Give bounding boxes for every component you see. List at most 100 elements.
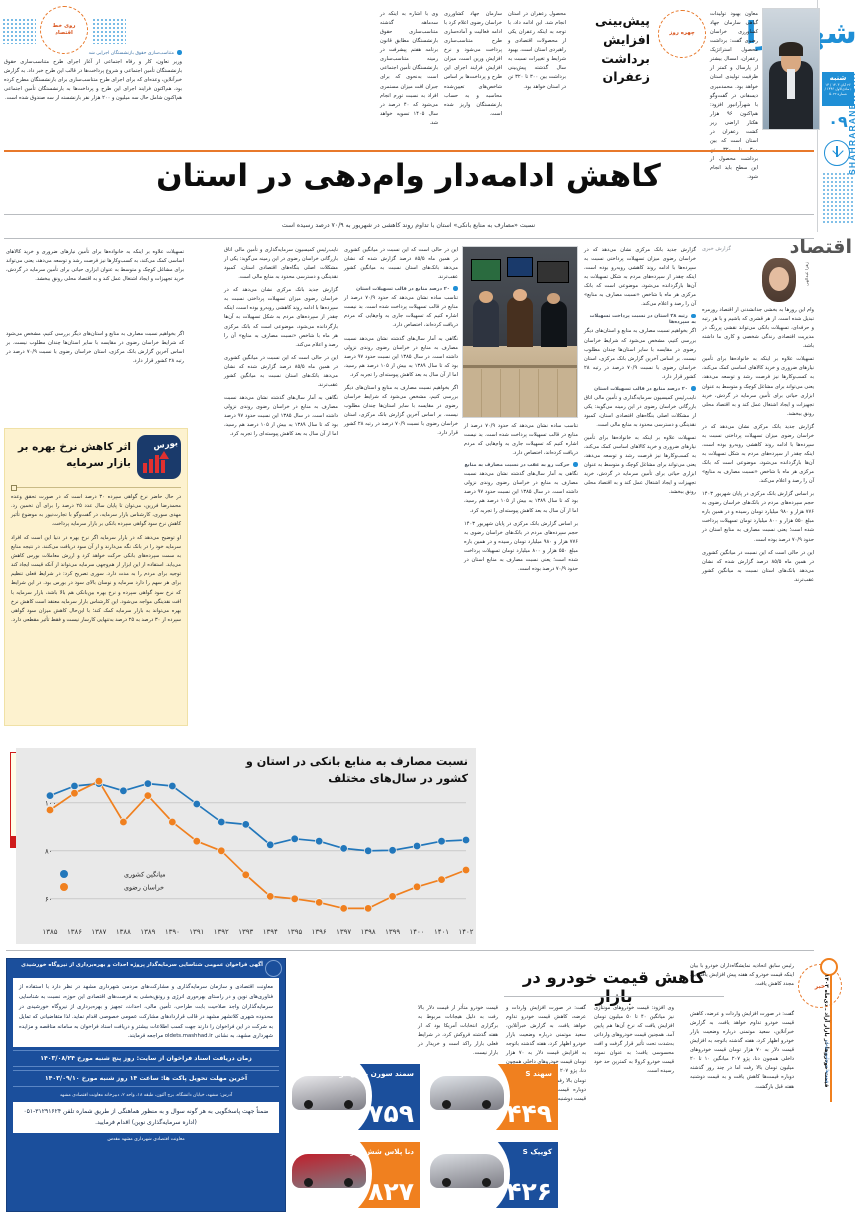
car-side-label: قیمت خودروها در بازار آزاد ـ دی‌ماه ۱۴۰۳… [818,956,842,1106]
date-box: شنبه ۲۶ آبان ۱۴۰۳ / ۱۴ جمادی‌الاول ۱۴۴۶ … [822,72,854,106]
svg-text:۱۳۹۴: ۱۳۹۴ [263,928,278,936]
col5-para-a: نایب‌رئیس کمیسیون سرمایه‌گذاری و تأمین م… [224,247,338,281]
car-price: ۴۲۶ [506,1177,553,1206]
sub-heading-3: ۲۰ درصد منابع در قالب تسهیلات استان [584,386,696,392]
svg-text:۸۰: ۸۰ [45,847,53,855]
car-headline[interactable]: کاهش قیمت خودرو در بازار [522,968,706,1006]
solar-ad-row-2: آخرین مهلت تحویل پاکت ها: ساعت ۱۴ روز شن… [13,1070,279,1088]
headline-divider [4,214,814,215]
car-col-a: گفت: در صورت افزایش واردات و عرضه، کاهش … [690,1011,795,1090]
line-chart: نسبت مصارف به منابع بانکی در استان و کشو… [16,748,476,944]
news-badge-label: خبر [807,973,833,999]
dot-pattern-decoration [822,172,854,224]
sub-heading-4: ۲۰ درصد منابع در قالب تسهیلات استان [344,286,458,292]
side-label-knob-icon [820,958,838,976]
car-col-b: وی افزود: قیمت خودروهای مونتاژی نیز میان… [594,1005,674,1075]
col4-para-b: تناسب ساده نشان می‌دهد که حدود ۷۰/۹ درصد… [344,295,459,329]
svg-text:۶۰: ۶۰ [45,895,53,903]
report-kicker: گزارش خبری [702,246,731,252]
solar-ad-note: ضمناً جهت پاسخگویی به هر گونه سوال و به … [13,1102,279,1134]
car-wheel [482,1100,491,1109]
bullet-icon [573,462,578,468]
face-of-day-badge-label: چهره روز [666,18,698,50]
car-price-card[interactable]: کوییک S ۴۲۶ [428,1142,558,1208]
col4-para-c: نگاهی به آمار سال‌های گذشته نشان می‌دهد … [344,335,458,378]
col3-para-b: نگاهی به آمار سال‌های گذشته نشان می‌دهد … [464,471,578,514]
sub-heading-1-text: حرکت رو به عقب در نسبت مصارف به منابع [464,462,570,469]
article-p1: تسهیلات علاوه بر اینکه به خانواده‌ها برا… [702,356,814,417]
col3-para-a: تناسب ساده نشان می‌دهد که حدود ۷۰/۹ درصد… [464,423,579,457]
svg-text:۱۳۸۸: ۱۳۸۸ [116,928,131,936]
main-headline[interactable]: کاهش ادامه‌دار وام‌دهی در استان [156,158,661,194]
pension-text: وزیر تعاون، کار و رفاه اجتماعی از آغاز ا… [4,58,182,102]
article-column-4: این در حالی است که این نسبت در میانگین ک… [344,246,458,438]
solar-ad-title: آگهی فراخوان عمومی شناسایی سرمایه‌گذار پ… [21,962,263,968]
article-column-3: تناسب ساده نشان می‌دهد که حدود ۷۰/۹ درصد… [462,246,579,574]
svg-text:خراسان رضوی: خراسان رضوی [124,884,164,892]
svg-text:۱۳۹۷: ۱۳۹۷ [336,928,351,936]
left-column-text-2: اگر بخواهیم نسبت مصارف به منابع و استان‌… [6,331,184,365]
solar-ad-row-1: زمان دریافت اسناد فراخوان از سایت: روز پ… [13,1050,279,1068]
reporter-avatar [762,258,796,302]
logo-text: شهرآرا [746,6,857,62]
solar-ad-body: معاونت اقتصادی و سازمان سرمایه‌گذاری و م… [13,978,279,1048]
col4-para-a: این در حالی است که این نسبت در میانگین ک… [344,247,458,281]
car-price-card[interactable]: سهند S ۴۴۹ [428,1064,558,1130]
bourse-divider [11,485,181,491]
svg-text:میانگین کشوری: میانگین کشوری [124,871,166,879]
saffron-text: معاون بهبود تولیدات گیاهی سازمان جهاد کش… [710,11,758,181]
bullet-icon [453,286,458,292]
bullet-icon [691,386,696,391]
reporter-name: زهرا عبدالهی [805,262,810,286]
col5-para-d: نگاهی به آمار سال‌های گذشته نشان می‌دهد … [224,394,338,438]
car-price-card[interactable]: سمند سورن پلاس دوگانه ۷۵۹ [290,1064,420,1130]
chart-title: نسبت مصارف به منابع بانکی در استان و کشو… [245,755,468,785]
svg-text:۱۳۹۸: ۱۳۹۸ [361,928,376,936]
chart-canvas: ۶۰ ۸۰ ۱۰۰ ۱۳۸۵ ۱۳۸۶ ۱۳۸۷ ۱۳۸۸ ۱۳۸۹ ۱۳۹۰ ۱۳۹۱ ۱۳۹۲ ۱… [42,777,474,936]
car-name: کوییک S [522,1147,552,1156]
weekday: شنبه [829,74,847,82]
section-label: اقتصاد [789,236,852,258]
banking-hall-photo [462,246,578,418]
car-wheel [482,1178,491,1187]
car-price-card[interactable]: دنا پلاس شش سرعته ۸۲۷ [290,1142,420,1208]
bourse-headline[interactable]: اثر کاهش نرخ بهره بر بازار سرمایه [18,441,131,470]
bourse-badge-label: بورس [152,437,179,451]
car-wheel [304,1100,313,1109]
down-arrow-icon [824,140,850,166]
byline-block: گزارش خبری زهرا عبدالهی وام این روزها به… [702,246,814,585]
col2-para-a: گزارش جدید بانک مرکزی نشان می‌دهد که در … [584,247,696,308]
section-divider [6,950,814,951]
svg-text:۱۳۹۱: ۱۳۹۱ [189,928,204,936]
car-price: ۷۵۹ [368,1099,415,1128]
col2-para-c: نایب‌رئیس کمیسیون سرمایه‌گذاری و تأمین م… [584,394,696,428]
svg-text:۱۳۹۵: ۱۳۹۵ [287,928,302,936]
left-column-text: تسهیلات علاوه بر اینکه به خانواده‌ها برا… [6,249,184,283]
sub-heading-3-text: ۲۰ درصد منابع در قالب تسهیلات استان [594,385,688,392]
economy-line-badge-label: روی خط اقتصاد [48,14,80,46]
bullet-icon [177,50,182,55]
car-name: سهند S [525,1069,552,1078]
solar-ad-address: آدرس: مشهد، خیابان دانشگاه، برج آلتون، ط… [59,1093,233,1099]
saffron-headline[interactable]: پیش‌بینی افزایش برداشت زعفران [594,13,650,85]
dot-decoration-left [2,18,36,44]
svg-text:۱۳۹۶: ۱۳۹۶ [312,928,327,936]
article-p3: بر اساس گزارش بانک مرکزی در پایان شهریور… [702,491,814,543]
car-wheel [344,1100,353,1109]
article-subhead: نسبت «مصارف به منابع بانکی» استان با تدا… [281,222,536,229]
top-col2-text: وی با اشاره به اینکه در سه‌ماهه گذشته مت… [380,11,438,126]
stock-chart-icon: بورس [137,435,181,479]
solar-ad-signature: معاونت اقتصادی شهرداری مشهد مقدس [107,1137,185,1143]
svg-text:۱۴۰۲: ۱۴۰۲ [458,928,473,936]
sub-heading-2-text: رتبه ۲۸ استان در نسبت پرداخت تسهیلات به … [589,313,696,326]
top-col3-text: سازمان جهاد کشاورزی خراسان رضوی اعلام کر… [444,11,502,117]
bourse-body: در حال حاضر نرخ گواهی سپرده ۳۰ درصد است … [11,493,181,625]
car-price: ۸۲۷ [368,1177,415,1206]
subhead-divider [4,238,814,239]
sub-heading-2: رتبه ۲۸ استان در نسبت پرداخت تسهیلات به … [584,313,696,325]
svg-text:۱۳۹۹: ۱۳۹۹ [385,928,400,936]
article-column-2: گزارش جدید بانک مرکزی نشان می‌دهد که در … [584,246,696,498]
car-kicker: رئیس سابق اتحادیه نمایشگاه‌داران خودرو ب… [690,963,794,988]
col5-para-c: این در حالی است که این نسبت در میانگین ک… [224,354,338,388]
bullet-icon [691,313,696,319]
